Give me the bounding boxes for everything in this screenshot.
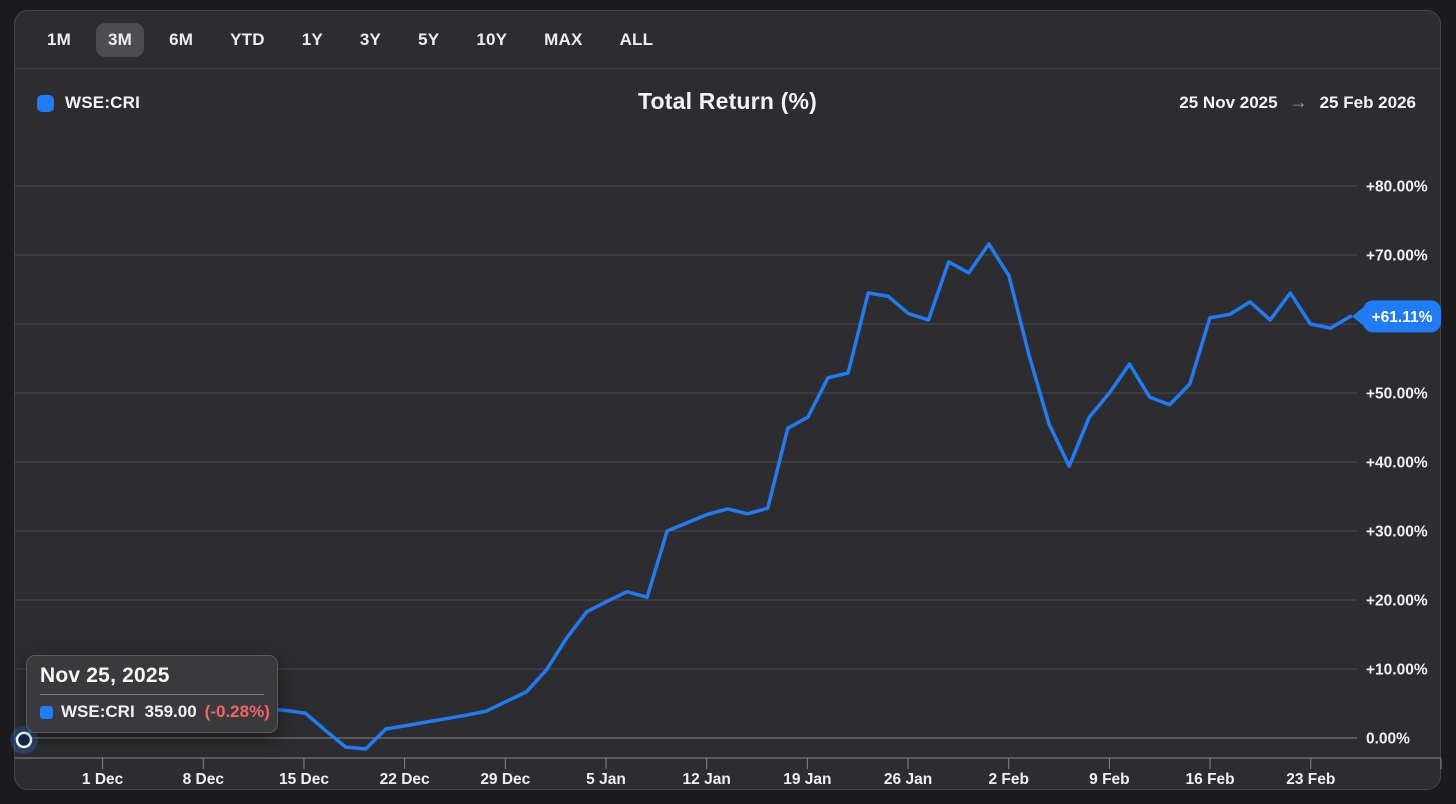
tooltip-change: (-0.28%) <box>204 702 270 721</box>
date-from: 25 Nov 2025 <box>1179 92 1278 112</box>
range-button-1y[interactable]: 1Y <box>290 23 335 57</box>
x-tick-label: 23 Feb <box>1286 771 1335 788</box>
y-axis-label-30: +30.00% <box>1366 524 1428 541</box>
range-button-all[interactable]: ALL <box>608 23 666 57</box>
last-value-badge-label: +61.11% <box>1372 309 1433 326</box>
y-axis-label-50: +50.00% <box>1366 386 1428 403</box>
y-axis-label-20: +20.00% <box>1366 593 1428 610</box>
start-marker-point <box>15 731 33 749</box>
x-tick-label: 2 Feb <box>988 771 1028 788</box>
x-tick-label: 22 Dec <box>380 771 430 788</box>
range-toolbar: 1M 3M 6M YTD 1Y 3Y 5Y 10Y MAX ALL <box>15 11 1440 69</box>
range-button-10y[interactable]: 10Y <box>464 23 519 57</box>
y-axis-label-70: +70.00% <box>1366 248 1428 265</box>
tooltip-color-swatch <box>40 705 53 719</box>
x-tick-label: 15 Dec <box>279 771 329 788</box>
tooltip-date: Nov 25, 2025 <box>40 664 170 687</box>
x-tick-label: 26 Jan <box>884 771 932 788</box>
x-tick-label: 9 Feb <box>1089 771 1129 788</box>
arrow-right-icon: → <box>1289 92 1308 112</box>
range-button-1m[interactable]: 1M <box>35 23 83 57</box>
y-axis-label-40: +40.00% <box>1366 455 1428 472</box>
range-button-6m[interactable]: 6M <box>157 23 205 57</box>
x-tick-label: 16 Feb <box>1186 771 1235 788</box>
y-axis-label-80: +80.00% <box>1366 179 1428 196</box>
x-tick-label: 19 Jan <box>783 771 831 788</box>
y-axis-label-0: 0.00% <box>1366 731 1410 748</box>
y-axis-label-10: +10.00% <box>1366 662 1428 679</box>
date-range: 25 Nov 2025 → 25 Feb 2026 <box>1179 92 1416 113</box>
chart-header: WSE:CRI Total Return (%) 25 Nov 2025 → 2… <box>15 87 1440 127</box>
x-tick-label: 8 Dec <box>183 771 225 788</box>
legend-item[interactable]: WSE:CRI <box>37 93 140 113</box>
x-tick-label: 5 Jan <box>586 771 626 788</box>
legend-color-swatch <box>37 94 54 112</box>
x-tick-label: 1 Dec <box>82 771 124 788</box>
x-tick-label: 29 Dec <box>480 771 530 788</box>
last-value-badge-bg <box>1363 300 1441 333</box>
tooltip-price: 359.00 <box>144 702 197 721</box>
chart-title: Total Return (%) <box>637 88 818 114</box>
legend-label: WSE:CRI <box>65 93 141 112</box>
tooltip-symbol: WSE:CRI <box>61 702 135 721</box>
tooltip-divider <box>40 694 264 695</box>
range-button-ytd[interactable]: YTD <box>218 23 277 57</box>
range-button-3m[interactable]: 3M <box>96 22 145 57</box>
x-tick-label: 12 Jan <box>683 771 731 788</box>
date-to: 25 Feb 2026 <box>1319 92 1416 112</box>
range-button-3y[interactable]: 3Y <box>348 23 393 57</box>
range-button-max[interactable]: MAX <box>532 23 594 57</box>
tooltip-series-row: WSE:CRI 359.00 (-0.28%) <box>40 702 270 722</box>
hover-tooltip: Nov 25, 2025 WSE:CRI 359.00 (-0.28%) <box>26 655 278 733</box>
range-button-5y[interactable]: 5Y <box>406 23 451 57</box>
